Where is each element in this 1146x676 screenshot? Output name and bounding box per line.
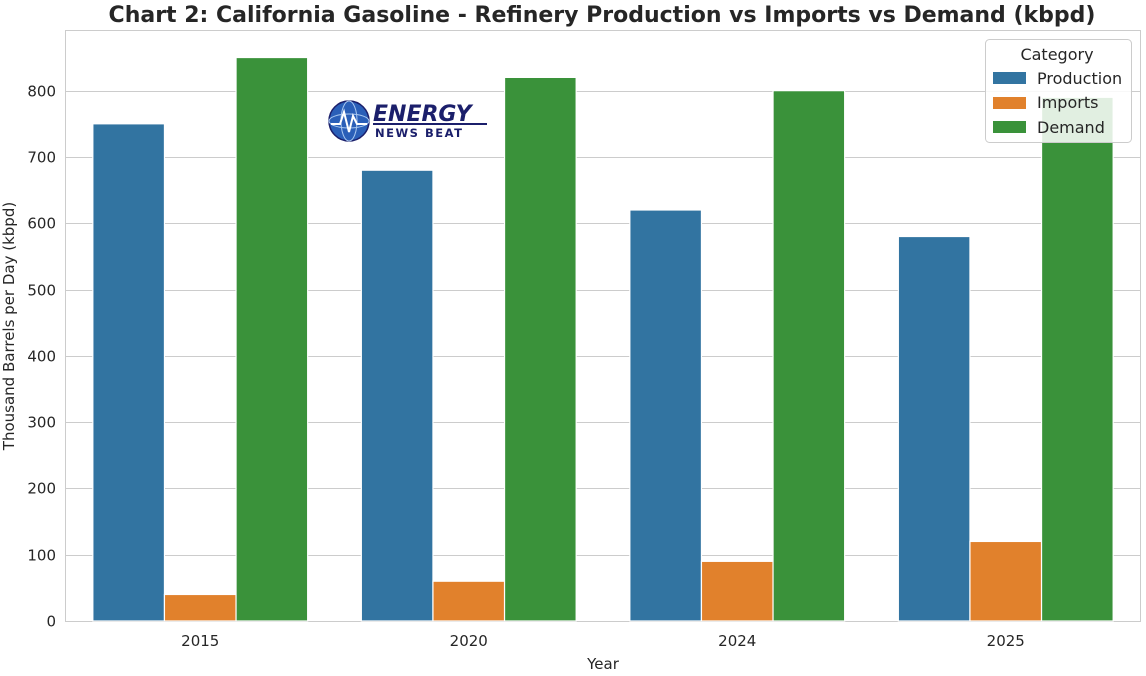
y-tick-label: 400 — [27, 348, 56, 366]
bar-production-2015 — [92, 123, 166, 622]
bar-production-2024 — [629, 209, 703, 622]
energy-news-beat-logo: ENERGY NEWS BEAT — [328, 100, 487, 142]
x-tick-label: 2024 — [718, 632, 756, 650]
y-tick-label: 200 — [27, 480, 56, 498]
legend-label-imports: Imports — [1037, 93, 1098, 112]
globe-icon — [328, 100, 370, 142]
y-tick-label: 100 — [27, 547, 56, 565]
chart-title: Chart 2: California Gasoline - Refinery … — [109, 3, 1096, 28]
bar-demand-2024 — [772, 90, 846, 622]
legend-title: Category — [1020, 45, 1093, 64]
legend-box — [985, 39, 1132, 143]
y-tick-label: 600 — [27, 215, 56, 233]
bar-production-2025 — [897, 235, 971, 622]
bars — [92, 56, 1114, 622]
legend-swatch-imports — [993, 97, 1026, 109]
x-axis-label: Year — [586, 655, 620, 673]
bar-imports-2020 — [432, 580, 506, 622]
y-tick-label: 800 — [27, 83, 56, 101]
y-tick-label: 700 — [27, 149, 56, 167]
bar-demand-2015 — [235, 56, 309, 622]
x-tick-label: 2015 — [181, 632, 219, 650]
x-tick-label: 2025 — [987, 632, 1025, 650]
bar-imports-2015 — [163, 593, 237, 622]
bar-imports-2025 — [969, 540, 1043, 622]
logo-line1: ENERGY — [373, 102, 474, 127]
plot-frame — [65, 30, 1141, 622]
legend-label-production: Production — [1037, 69, 1122, 88]
logo-line2: NEWS BEAT — [375, 126, 463, 140]
y-tick-label: 0 — [46, 613, 56, 631]
bar-demand-2020 — [503, 76, 577, 622]
y-tick-label: 300 — [27, 414, 56, 432]
legend-swatch-production — [993, 72, 1026, 84]
y-tick-labels: 0 100 200 300 400 500 600 700 800 — [27, 83, 56, 631]
bar-imports-2024 — [700, 560, 774, 622]
x-tick-label: 2020 — [450, 632, 488, 650]
y-tick-label: 500 — [27, 282, 56, 300]
legend-label-demand: Demand — [1037, 118, 1105, 137]
bar-production-2020 — [360, 169, 434, 622]
bar-demand-2025 — [1040, 96, 1114, 622]
legend: Category Production Imports Demand — [985, 39, 1132, 143]
x-tick-labels: 2015 2020 2024 2025 — [181, 632, 1025, 650]
legend-swatch-demand — [993, 121, 1026, 133]
y-axis-label: Thousand Barrels per Day (kbpd) — [0, 202, 18, 451]
